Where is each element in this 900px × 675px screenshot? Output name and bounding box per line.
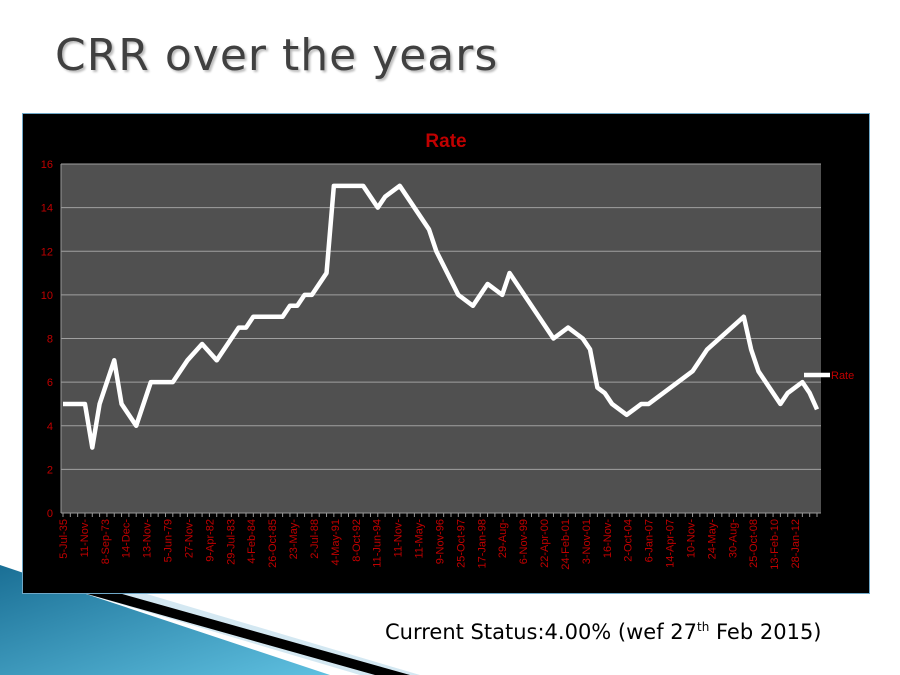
x-tick-label: 14-Dec- bbox=[121, 519, 133, 558]
status-text-end: Feb 2015) bbox=[709, 620, 822, 644]
x-tick-label: 22-Apr-00 bbox=[539, 519, 551, 568]
x-tick-label: 26-Oct-85 bbox=[267, 519, 279, 568]
y-tick-label: 0 bbox=[47, 508, 53, 520]
x-tick-label: 13-Nov- bbox=[142, 519, 154, 558]
x-tick-label: 3-Nov-01 bbox=[581, 519, 593, 564]
x-tick-label: 13-Feb-10 bbox=[769, 519, 781, 570]
status-text: Current Status:4.00% (wef 27 bbox=[385, 620, 698, 644]
x-tick-label: 11-Nov- bbox=[393, 519, 405, 558]
x-tick-label: 8-Sep-73 bbox=[100, 519, 112, 564]
chart-container: Rate 0 2 4 6 8 10 12 14 16 5-Jul-35 11-Nov- 8-Sep-… bbox=[22, 113, 870, 594]
x-tick-label: 16-Nov- bbox=[602, 519, 614, 558]
x-tick-label: 8-Oct-92 bbox=[351, 519, 363, 562]
x-tick-label: 24-May- bbox=[706, 519, 718, 560]
x-tick-label: 25-Oct-08 bbox=[748, 519, 760, 568]
slide-title: CRR over the years bbox=[55, 30, 499, 81]
x-tick-label: 29-Aug- bbox=[497, 519, 509, 558]
x-tick-label: 10-Nov- bbox=[685, 519, 697, 558]
x-tick-label: 25-Oct-97 bbox=[455, 519, 467, 568]
x-tick-label: 14-Apr-07 bbox=[665, 519, 677, 568]
x-tick-label: 4-May-91 bbox=[330, 519, 342, 565]
x-tick-label: 2-Oct-04 bbox=[623, 519, 635, 562]
x-tick-label: 30-Aug- bbox=[727, 519, 739, 558]
y-tick-label: 4 bbox=[47, 421, 53, 433]
x-tick-label: 5-Jul-35 bbox=[58, 519, 70, 559]
y-tick-label: 2 bbox=[47, 464, 53, 476]
x-tick-label: 28-Jan-12 bbox=[790, 519, 802, 569]
chart-title: Rate bbox=[425, 131, 466, 152]
x-tick-label: 2-Jul-88 bbox=[309, 519, 321, 559]
x-tick-label: 9-Apr-82 bbox=[204, 519, 216, 562]
legend-label: Rate bbox=[831, 370, 854, 382]
x-tick-label: 23-May- bbox=[288, 519, 300, 560]
y-tick-label: 12 bbox=[41, 246, 53, 258]
status-superscript: th bbox=[697, 620, 710, 634]
x-tick-label: 11-Nov- bbox=[79, 519, 91, 558]
line-chart: Rate 0 2 4 6 8 10 12 14 16 5-Jul-35 11-Nov- 8-Sep-… bbox=[41, 131, 855, 570]
x-tick-label: 24-Feb-01 bbox=[560, 519, 572, 570]
x-tick-label: 27-Nov- bbox=[183, 519, 195, 558]
x-tick-label: 17-Jan-98 bbox=[476, 519, 488, 569]
x-tick-label: 29-Jul-83 bbox=[225, 519, 237, 565]
y-tick-label: 10 bbox=[41, 290, 53, 302]
y-tick-label: 14 bbox=[41, 203, 53, 215]
y-tick-label: 8 bbox=[47, 334, 53, 346]
y-tick-label: 16 bbox=[41, 159, 53, 171]
x-tick-label: 11-Jun-94 bbox=[372, 519, 384, 568]
x-tick-label: 11-May- bbox=[414, 519, 426, 559]
x-tick-label: 6-Jan-07 bbox=[644, 519, 656, 562]
x-tick-label: 5-Jun-79 bbox=[163, 519, 175, 562]
y-tick-label: 6 bbox=[47, 377, 53, 389]
x-tick-label: 9-Nov-96 bbox=[434, 519, 446, 564]
current-status: Current Status:4.00% (wef 27th Feb 2015) bbox=[385, 620, 822, 644]
x-tick-label: 6-Nov-99 bbox=[518, 519, 530, 564]
x-tick-label: 4-Feb-84 bbox=[246, 519, 258, 564]
